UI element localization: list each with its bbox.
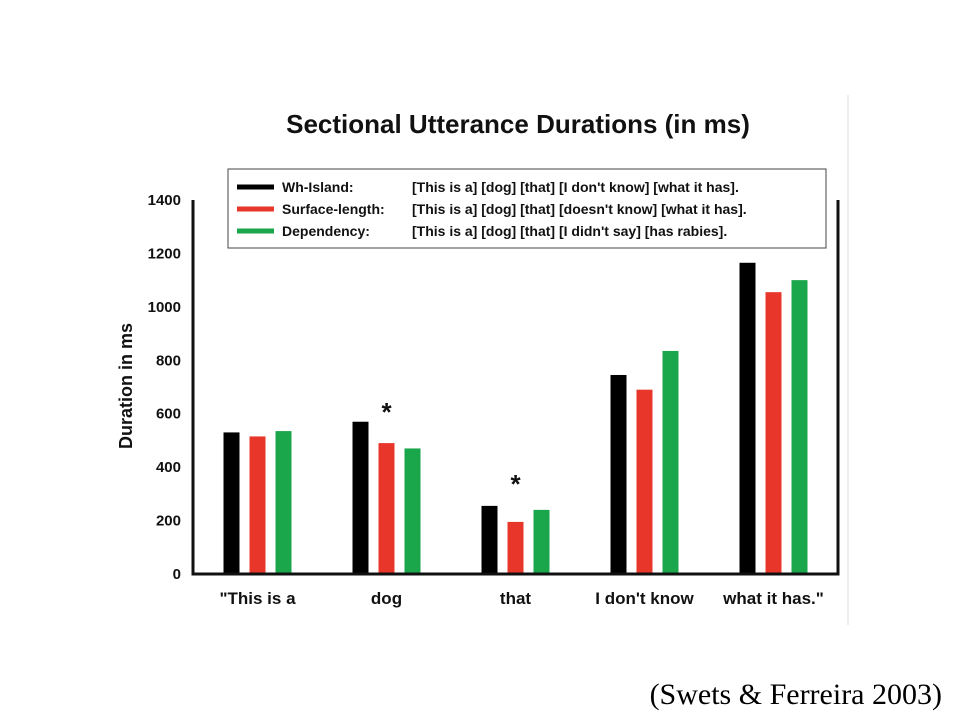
bar <box>249 436 266 574</box>
bars <box>223 262 808 574</box>
legend-box <box>227 168 827 249</box>
chart-title: Sectional Utterance Durations (in ms) <box>286 109 750 139</box>
y-ticks: 0 200 400 600 800 1000 1200 1400 <box>148 192 181 583</box>
annotations: ** <box>381 397 521 499</box>
legend-series-name: Surface-length: <box>282 201 385 217</box>
bar <box>533 509 550 574</box>
bar <box>481 505 498 574</box>
legend-series-description: [This is a] [dog] [that] [I didn't say] … <box>412 223 727 239</box>
y-tick-label: 200 <box>156 513 181 530</box>
category-label: that <box>500 589 532 608</box>
significance-marker: * <box>381 397 392 427</box>
bar <box>636 389 653 574</box>
bar <box>404 448 421 574</box>
category-label: "This is a <box>219 589 296 608</box>
bar <box>662 350 679 574</box>
y-tick-label: 800 <box>156 352 181 369</box>
bar <box>610 374 627 574</box>
legend-series-name: Dependency: <box>282 223 370 239</box>
y-tick-label: 1200 <box>148 245 181 262</box>
category-label: I don't know <box>595 589 694 608</box>
y-tick-label: 400 <box>156 459 181 476</box>
legend: Wh-Island: [This is a] [dog] [that] [I do… <box>227 168 827 249</box>
bar <box>223 432 240 574</box>
y-tick-label: 1000 <box>148 299 181 316</box>
bar <box>275 431 292 574</box>
bar <box>765 292 782 574</box>
bar <box>507 521 524 574</box>
bar <box>739 262 756 574</box>
citation: (Swets & Ferreira 2003) <box>649 678 942 711</box>
y-tick-label: 600 <box>156 406 181 423</box>
significance-marker: * <box>510 469 521 499</box>
legend-series-description: [This is a] [dog] [that] [doesn't know] … <box>412 201 747 217</box>
y-tick-label: 1400 <box>148 192 181 209</box>
legend-series-description: [This is a] [dog] [that] [I don't know] … <box>412 179 739 195</box>
bar <box>791 280 808 574</box>
y-tick-label: 0 <box>173 566 181 583</box>
category-label: what it has." <box>722 589 824 608</box>
bar <box>378 443 395 574</box>
y-axis-title: Duration in ms <box>116 323 136 449</box>
legend-series-name: Wh-Island: <box>282 179 354 195</box>
bar <box>352 421 369 574</box>
category-label: dog <box>371 589 402 608</box>
category-labels: "This is a dog that I don't know what it has… <box>219 589 823 608</box>
